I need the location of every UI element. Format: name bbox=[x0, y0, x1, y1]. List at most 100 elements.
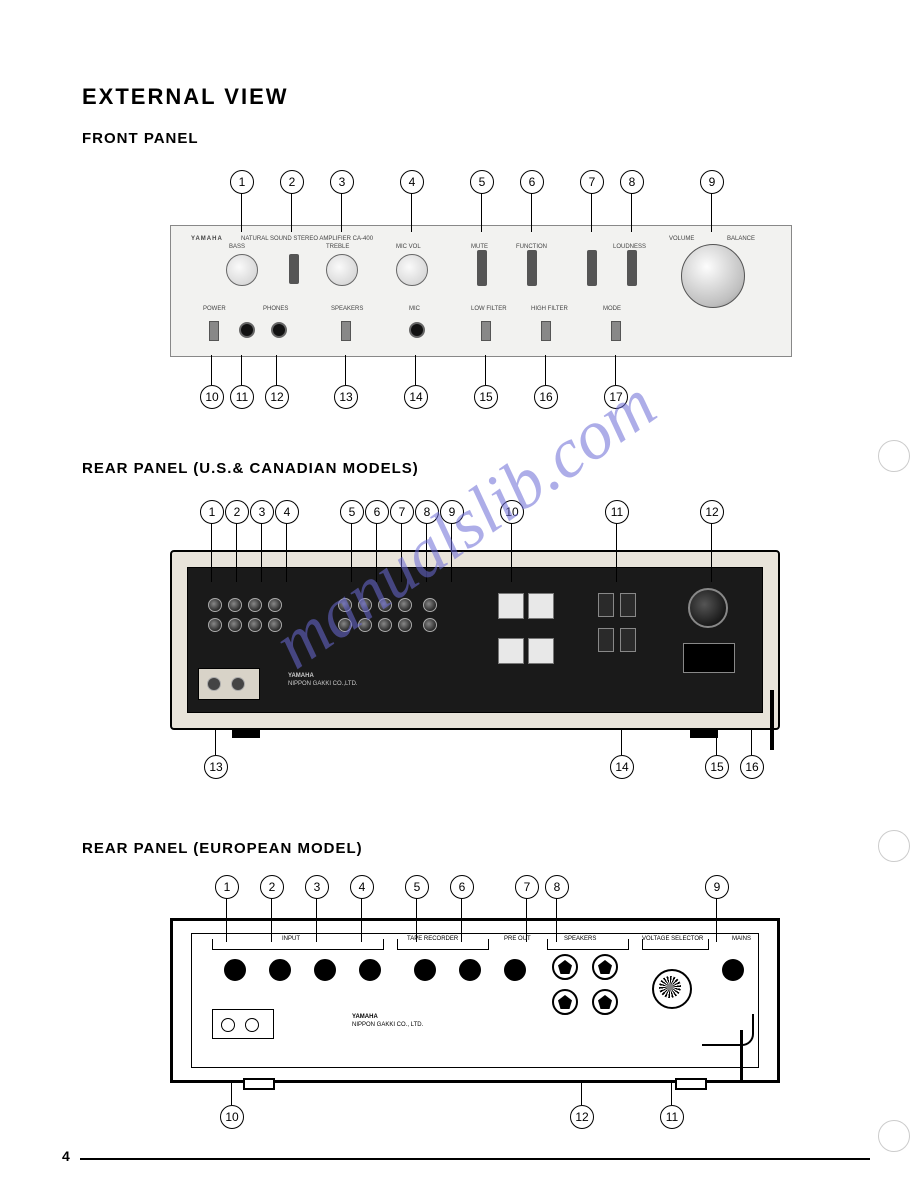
rca-jack bbox=[248, 598, 262, 612]
mode-switch bbox=[611, 321, 621, 341]
din-socket bbox=[414, 959, 436, 981]
callout: 4 bbox=[275, 500, 299, 524]
rca-jack bbox=[228, 598, 242, 612]
callout: 10 bbox=[220, 1105, 244, 1129]
callout: 8 bbox=[545, 875, 569, 899]
callout: 8 bbox=[415, 500, 439, 524]
callout-line bbox=[451, 522, 452, 582]
mic-vol-knob bbox=[396, 254, 428, 286]
label: MIC VOL bbox=[396, 244, 421, 250]
callout: 12 bbox=[265, 385, 289, 409]
page-number: 4 bbox=[62, 1148, 70, 1164]
label: MODE bbox=[603, 306, 621, 312]
callout-line bbox=[401, 522, 402, 582]
callout: 4 bbox=[350, 875, 374, 899]
label: INPUT bbox=[282, 936, 300, 943]
fuse-holder bbox=[683, 643, 735, 673]
callout: 13 bbox=[204, 755, 228, 779]
gnd-post bbox=[207, 677, 221, 691]
rca-jack bbox=[268, 618, 282, 632]
callout: 6 bbox=[520, 170, 544, 194]
din-socket bbox=[504, 959, 526, 981]
callout-line bbox=[671, 1083, 672, 1105]
label: HIGH FILTER bbox=[531, 306, 568, 312]
bass-knob bbox=[226, 254, 258, 286]
callout-line bbox=[236, 522, 237, 582]
brand-label: YAMAHA bbox=[352, 1014, 378, 1021]
rca-jack bbox=[208, 618, 222, 632]
din-socket bbox=[269, 959, 291, 981]
maker-label: NIPPON GAKKI CO., LTD. bbox=[352, 1022, 423, 1029]
label: POWER bbox=[203, 306, 226, 312]
callout-line bbox=[286, 522, 287, 582]
label: MIC bbox=[409, 306, 420, 312]
function-slider-2 bbox=[587, 250, 597, 286]
model-label: NATURAL SOUND STEREO AMPLIFIER CA-400 bbox=[241, 236, 373, 242]
rear-plate: YAMAHA NIPPON GAKKI CO.,LTD. bbox=[187, 567, 763, 713]
callout: 11 bbox=[660, 1105, 684, 1129]
callout-line bbox=[271, 897, 272, 942]
volume-knob bbox=[681, 244, 745, 308]
label: LOUDNESS bbox=[613, 244, 646, 250]
low-filter-switch bbox=[481, 321, 491, 341]
foot bbox=[243, 1078, 275, 1090]
callout-line bbox=[261, 522, 262, 582]
callout-line bbox=[316, 897, 317, 942]
callout: 7 bbox=[515, 875, 539, 899]
label: MAINS bbox=[732, 936, 751, 943]
speakers-switch bbox=[341, 321, 351, 341]
callout-line bbox=[511, 522, 512, 582]
callout: 5 bbox=[405, 875, 429, 899]
ac-outlet bbox=[598, 593, 614, 617]
callout: 4 bbox=[400, 170, 424, 194]
ac-outlet bbox=[598, 628, 614, 652]
callout: 1 bbox=[230, 170, 254, 194]
callout-line bbox=[631, 192, 632, 232]
callout-line bbox=[376, 522, 377, 582]
callout: 5 bbox=[470, 170, 494, 194]
callout: 9 bbox=[700, 170, 724, 194]
callout-line bbox=[591, 192, 592, 232]
callout: 16 bbox=[534, 385, 558, 409]
callout: 9 bbox=[440, 500, 464, 524]
din-socket bbox=[314, 959, 336, 981]
punch-hole bbox=[878, 440, 910, 472]
callout: 13 bbox=[334, 385, 358, 409]
callout: 16 bbox=[740, 755, 764, 779]
gnd-post bbox=[221, 1018, 235, 1032]
gnd-post bbox=[245, 1018, 259, 1032]
label: MUTE bbox=[471, 244, 488, 250]
rca-jack bbox=[423, 598, 437, 612]
callout-line bbox=[545, 355, 546, 385]
eu-rear-plate: INPUT TAPE RECORDER PRE OUT SPEAKERS VOL… bbox=[191, 933, 759, 1068]
callout: 3 bbox=[330, 170, 354, 194]
callout-line bbox=[716, 897, 717, 942]
callout-line bbox=[616, 522, 617, 582]
foot bbox=[232, 728, 260, 738]
rca-jack bbox=[358, 618, 372, 632]
brand-label: YAMAHA bbox=[191, 236, 223, 242]
callout: 3 bbox=[250, 500, 274, 524]
voltage-selector bbox=[652, 969, 692, 1009]
callout: 2 bbox=[260, 875, 284, 899]
callout-line bbox=[461, 897, 462, 942]
callout-line bbox=[361, 897, 362, 942]
callout: 17 bbox=[604, 385, 628, 409]
ac-outlet bbox=[620, 628, 636, 652]
speaker-terminal bbox=[552, 954, 578, 980]
label: BASS bbox=[229, 244, 245, 250]
rca-jack bbox=[378, 618, 392, 632]
callout: 14 bbox=[404, 385, 428, 409]
callout-line bbox=[481, 192, 482, 232]
treble-knob bbox=[326, 254, 358, 286]
punch-hole bbox=[878, 830, 910, 862]
callout: 2 bbox=[225, 500, 249, 524]
callout: 8 bbox=[620, 170, 644, 194]
callout-line bbox=[215, 730, 216, 755]
callout-line bbox=[231, 1083, 232, 1105]
label: TREBLE bbox=[326, 244, 349, 250]
phones-jack bbox=[271, 322, 287, 338]
callout: 7 bbox=[390, 500, 414, 524]
callout-line bbox=[211, 355, 212, 385]
speaker-terminal bbox=[552, 989, 578, 1015]
